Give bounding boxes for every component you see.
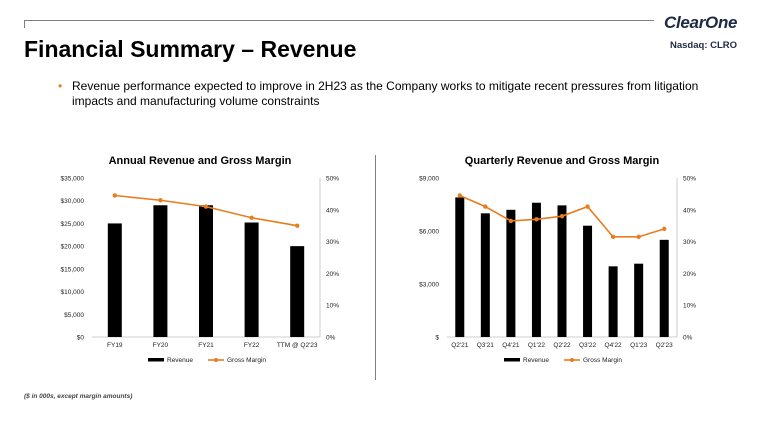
chart2-bar-q1-23: [634, 263, 644, 337]
chart2-y-left-tick-label: $3,000: [419, 282, 439, 289]
chart1-margin-point: [158, 198, 163, 203]
chart1-bar-fy22: [244, 222, 259, 337]
chart2-x-tick-label: Q3'21: [477, 342, 495, 349]
ticker-label: Nasdaq: CLRO: [670, 40, 738, 51]
bullet-marker: •: [58, 79, 63, 93]
chart2-legend-revenue-label: Revenue: [523, 357, 549, 364]
chart1-y-right-tick-label: 10%: [326, 303, 339, 310]
chart2-y-right-tick-label: 10%: [683, 303, 696, 310]
chart2-x-tick-label: Q4'21: [502, 342, 520, 349]
chart2-bar-q3-21: [480, 213, 490, 337]
chart1-legend-revenue-swatch: [148, 358, 164, 362]
chart1-y-left-tick-label: $25,000: [61, 221, 85, 228]
chart2-y-left-tick-label: $6,000: [419, 229, 439, 236]
chart2-margin-point: [457, 193, 462, 198]
chart1-y-left-tick-label: $20,000: [61, 244, 85, 251]
chart1-legend-revenue-label: Revenue: [167, 357, 193, 364]
chart1-bar-fy21: [199, 205, 213, 337]
chart1-x-tick-label: TTM @ Q2'23: [277, 342, 318, 349]
chart1-bar-fy20: [153, 205, 168, 337]
chart1-title: Annual Revenue and Gross Margin: [109, 155, 292, 167]
chart2-y-left-tick-label: $9,000: [419, 176, 439, 183]
chart2-x-tick-label: Q3'22: [579, 342, 597, 349]
page-title: Financial Summary – Revenue: [24, 36, 357, 62]
chart-divider: [375, 155, 376, 380]
chart2-legend-margin-label: Gross Margin: [583, 357, 622, 364]
bullet-text: Revenue performance expected to improve …: [72, 79, 699, 108]
chart2-bar-q3-22: [583, 225, 593, 337]
chart1-legend-margin-label: Gross Margin: [227, 357, 266, 364]
chart2-margin-point: [534, 217, 539, 222]
chart2-y-right-tick-label: 0%: [683, 335, 693, 342]
chart1-margin-point: [203, 204, 209, 209]
chart1-y-right-tick-label: 20%: [326, 271, 339, 278]
chart1-margin-point: [249, 215, 254, 220]
chart2-bar-q4-21: [506, 209, 516, 337]
chart1-y-left-tick-label: $0: [77, 335, 85, 342]
company-logo: ClearOne: [664, 13, 738, 32]
chart2-margin-point: [636, 234, 641, 240]
chart2-x-tick-label: Q2'22: [553, 342, 571, 349]
chart1-y-right-tick-label: 50%: [326, 176, 339, 183]
chart2-x-tick-label: Q4'22: [605, 342, 623, 349]
chart2-margin-point: [483, 204, 488, 209]
chart2-legend-margin-marker: [570, 358, 574, 362]
chart2-title: Quarterly Revenue and Gross Margin: [465, 155, 660, 167]
chart2-margin-point: [610, 234, 616, 240]
header-rule-tick: [24, 20, 25, 28]
chart2-x-tick-label: Q1'23: [630, 342, 648, 349]
chart2-bar-q2-23: [659, 239, 669, 337]
chart1-x-tick-label: FY22: [244, 342, 260, 349]
chart1-margin-point: [295, 223, 300, 228]
chart2-bar-q2-22: [557, 205, 567, 337]
chart2-bar-q1-22: [531, 202, 541, 337]
chart1-y-left-tick-label: $15,000: [61, 266, 85, 273]
chart2-x-tick-label: Q1'22: [528, 342, 546, 349]
chart2-y-right-tick-label: 30%: [683, 239, 696, 246]
chart1-bar-ttm-q2-23: [290, 246, 305, 337]
chart1-y-right-tick-label: 0%: [326, 335, 336, 342]
chart2-y-left-tick-label: $: [435, 335, 439, 342]
chart1-y-right-tick-label: 40%: [326, 207, 339, 214]
chart1-y-left-tick-label: $30,000: [61, 198, 85, 205]
chart1-x-tick-label: FY20: [153, 342, 169, 349]
chart2-legend-revenue-swatch: [504, 358, 520, 362]
chart1-margin-point: [112, 193, 118, 198]
chart2-x-tick-label: Q2'21: [451, 342, 469, 349]
chart1-y-left-tick-label: $10,000: [61, 289, 85, 296]
chart1-x-tick-label: FY19: [107, 342, 123, 349]
header-rule: [24, 20, 654, 21]
chart2-margin-point: [662, 226, 667, 232]
chart2-bar-q2-21: [455, 197, 465, 337]
chart2-y-right-tick-label: 40%: [683, 207, 696, 214]
chart2-margin-point: [508, 218, 514, 224]
chart1-y-left-tick-label: $5,000: [64, 312, 84, 319]
chart2-x-tick-label: Q2'23: [656, 342, 674, 349]
chart1-y-left-tick-label: $35,000: [61, 176, 85, 183]
chart2-bar-q4-22: [608, 266, 618, 337]
footnote: ($ in 000s, except margin amounts): [24, 393, 133, 400]
chart1-legend-margin-marker: [214, 358, 218, 362]
chart2-y-right-tick-label: 50%: [683, 176, 696, 183]
chart2-y-right-tick-label: 20%: [683, 271, 696, 278]
chart1-x-tick-label: FY21: [198, 342, 214, 349]
chart1-y-right-tick-label: 30%: [326, 239, 339, 246]
chart2-margin-point: [559, 213, 565, 219]
chart1-bar-fy19: [107, 223, 122, 337]
chart2-margin-point: [585, 204, 590, 209]
